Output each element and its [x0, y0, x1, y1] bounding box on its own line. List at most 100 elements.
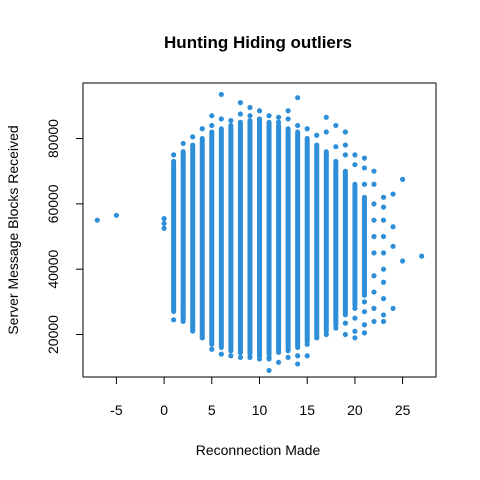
data-point: [380, 194, 387, 200]
data-point: [371, 273, 377, 279]
data-point: [390, 305, 396, 311]
data-point: [285, 116, 291, 122]
data-point: [333, 122, 339, 129]
data-point: [247, 113, 253, 119]
data-point: [380, 250, 387, 256]
data-point: [361, 299, 368, 305]
data-point: [275, 119, 282, 125]
data-point: [314, 335, 320, 341]
data-point: [237, 111, 244, 117]
data-point: [180, 310, 186, 316]
x-tick-label: 10: [252, 402, 268, 418]
y-tick-label: 80000: [45, 119, 61, 158]
data-point: [295, 361, 301, 367]
data-point: [323, 331, 329, 338]
data-point: [228, 117, 234, 124]
y-tick-label: 60000: [45, 184, 61, 223]
y-axis-label: Server Message Blocks Received: [5, 125, 21, 334]
data-point: [295, 95, 301, 101]
data-point: [361, 330, 368, 336]
x-tick-label: 0: [160, 402, 168, 418]
data-point: [371, 233, 377, 240]
data-point: [304, 126, 310, 132]
data-point: [266, 356, 272, 362]
data-point: [199, 126, 205, 132]
data-point: [304, 353, 310, 359]
data-point: [371, 305, 377, 311]
data-point: [380, 233, 387, 240]
chart-title: Hunting Hiding outliers: [164, 33, 352, 52]
data-point: [380, 279, 387, 285]
data-point: [380, 266, 387, 272]
data-point: [323, 129, 329, 135]
data-point: [314, 132, 320, 138]
data-point: [275, 114, 282, 120]
data-point: [209, 113, 215, 119]
data-point: [266, 113, 272, 119]
data-point: [342, 320, 348, 326]
data-point: [361, 165, 368, 171]
x-tick-label: 5: [208, 402, 216, 418]
data-point: [352, 152, 358, 158]
data-point: [361, 181, 368, 187]
data-point: [371, 289, 377, 295]
data-point: [237, 354, 244, 360]
data-point: [371, 250, 377, 256]
data-point: [199, 335, 205, 341]
data-point: [390, 224, 396, 230]
data-point: [371, 168, 377, 174]
data-point: [371, 181, 377, 187]
data-point: [228, 353, 234, 359]
data-point: [342, 152, 348, 158]
data-point: [371, 318, 377, 325]
data-point: [209, 122, 215, 129]
data-point: [295, 353, 301, 359]
data-point: [361, 309, 368, 315]
data-point: [323, 114, 329, 120]
data-point: [380, 217, 387, 223]
data-point: [380, 296, 387, 302]
data-point: [352, 328, 358, 334]
data-point: [218, 351, 224, 357]
data-point: [304, 341, 310, 347]
x-tick-label: 15: [299, 402, 315, 418]
data-point: [171, 152, 177, 158]
data-point: [218, 116, 224, 122]
data-point: [361, 322, 368, 328]
data-point: [342, 142, 348, 148]
data-point: [94, 217, 100, 223]
data-point: [333, 325, 339, 331]
data-point: [237, 100, 244, 106]
data-point: [285, 108, 291, 114]
data-point: [400, 258, 406, 264]
x-axis: -5 0 5 10 15 20 25: [110, 376, 411, 418]
data-points: [94, 91, 425, 374]
data-point: [352, 315, 358, 321]
x-tick-label: 25: [395, 402, 411, 418]
x-tick-label: -5: [110, 402, 123, 418]
data-point: [390, 243, 396, 249]
data-point: [380, 312, 387, 318]
data-point: [237, 349, 244, 356]
x-tick-label: 20: [347, 402, 363, 418]
y-tick-label: 20000: [45, 315, 61, 354]
data-point: [161, 215, 167, 222]
data-point: [361, 155, 368, 161]
x-axis-label: Reconnection Made: [196, 442, 321, 458]
y-tick-label: 40000: [45, 250, 61, 289]
data-point: [352, 162, 358, 168]
data-point: [380, 204, 387, 210]
data-point: [180, 140, 186, 147]
data-point: [190, 325, 196, 331]
data-point: [342, 331, 348, 338]
data-point: [247, 354, 253, 360]
data-point: [161, 225, 167, 231]
data-point: [342, 129, 348, 135]
data-point: [352, 305, 358, 311]
data-point: [247, 104, 253, 111]
data-point: [266, 367, 272, 374]
data-point: [371, 201, 377, 207]
data-point: [400, 176, 406, 182]
data-point: [209, 346, 215, 352]
